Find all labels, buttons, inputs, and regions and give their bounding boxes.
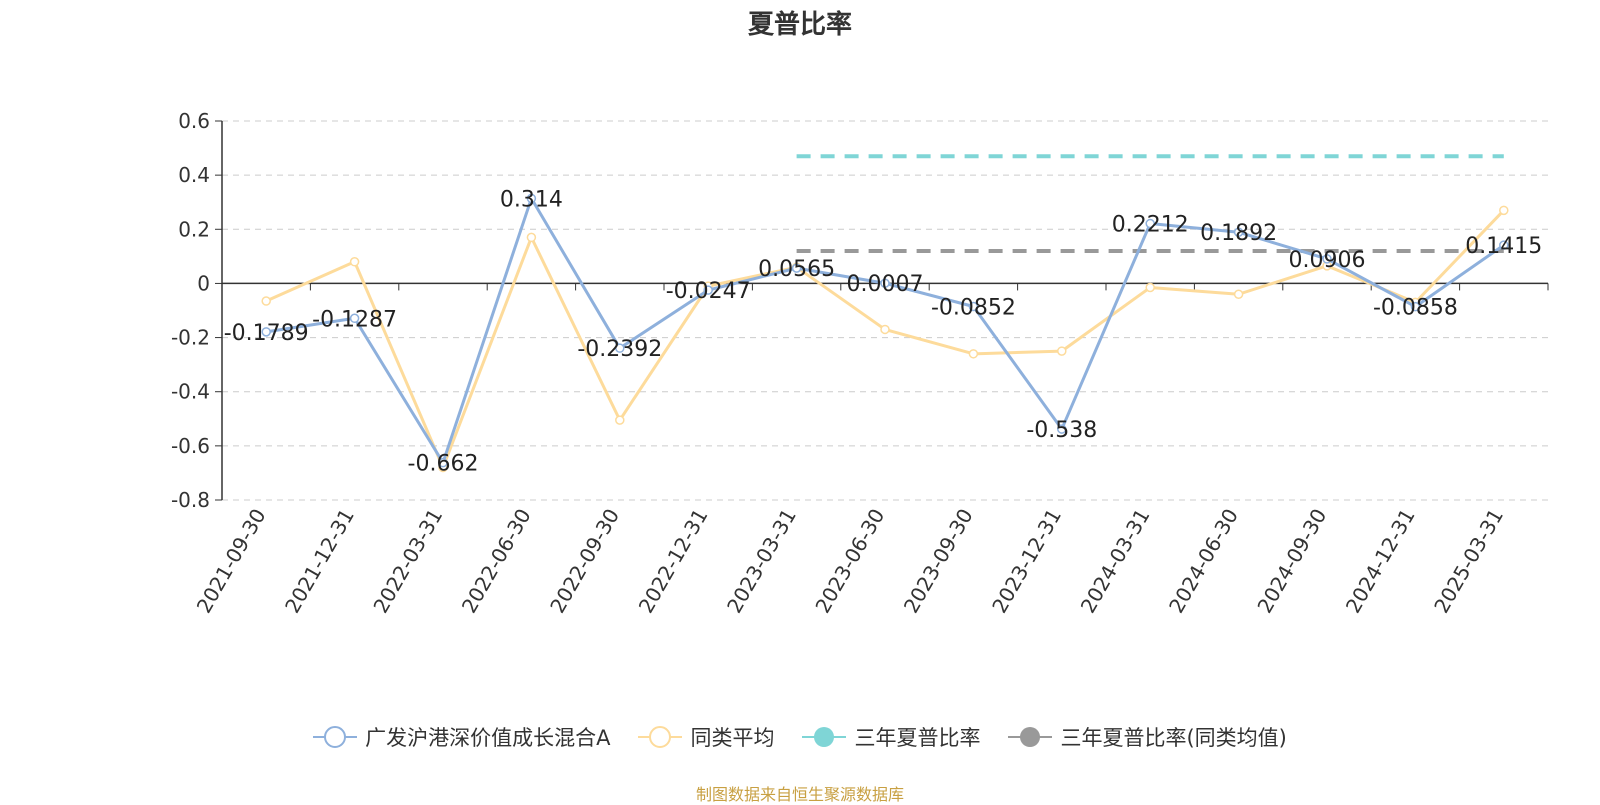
data-point <box>615 343 625 353</box>
y-tick-label: -0.2 <box>171 326 210 350</box>
legend-label-peer-average: 同类平均 <box>690 726 775 750</box>
data-source-note: 制图数据来自恒生聚源数据库 <box>695 785 904 804</box>
data-point <box>526 193 537 204</box>
data-label: -0.538 <box>1026 418 1097 443</box>
y-tick-label: 0.4 <box>178 163 210 187</box>
data-label: 0.2212 <box>1112 213 1189 238</box>
data-label: -0.0852 <box>931 295 1016 320</box>
data-point <box>349 313 360 324</box>
x-tick-label: 2022-09-30 <box>545 505 624 618</box>
grid-lines <box>222 120 1548 501</box>
data-labels: -0.1789-0.1287 -0.662 0.314 -0.2392 -0.0247 0… <box>224 187 1543 476</box>
x-tick-label: 2023-03-31 <box>722 505 801 618</box>
x-tick-label: 2024-09-30 <box>1252 505 1331 618</box>
data-label: 0.0906 <box>1289 248 1366 273</box>
legend-item-three-year-peer[interactable]: 三年夏普比率(同类均值) <box>1008 722 1287 752</box>
y-tick-label: -0.6 <box>171 434 210 458</box>
data-point <box>349 257 360 267</box>
data-point <box>1057 346 1067 356</box>
data-label: 0.1415 <box>1465 234 1542 259</box>
data-label: -0.0247 <box>666 279 751 304</box>
data-point <box>968 301 979 312</box>
chart-title: 夏普比率 <box>747 10 852 40</box>
data-point <box>791 263 802 273</box>
data-label: -0.1789 <box>224 321 309 346</box>
legend-label-fund: 广发沪港深价值成长混合A <box>365 726 611 750</box>
data-point <box>1145 282 1155 293</box>
data-label: 0.1892 <box>1200 221 1277 246</box>
data-point <box>1499 205 1509 216</box>
legend-filled-circle-icon <box>802 727 847 747</box>
legend-hollow-circle-icon <box>313 726 358 748</box>
data-point <box>880 324 890 335</box>
data-label: -0.0858 <box>1373 296 1458 321</box>
data-point <box>1499 240 1509 250</box>
data-point <box>1322 254 1332 264</box>
legend-item-three-year[interactable]: 三年夏普比率 <box>802 722 980 752</box>
legend: 广发沪港深价值成长混合A 同类平均 三年夏普比率 三年夏普比率(同类均值) <box>0 722 1600 752</box>
legend-hollow-circle-icon <box>638 726 683 748</box>
data-label: -0.2392 <box>577 337 662 362</box>
y-tick-label: 0 <box>197 271 210 295</box>
data-point <box>1233 289 1244 300</box>
x-tick-label: 2022-03-31 <box>368 505 447 618</box>
x-tick-label: 2024-12-31 <box>1341 505 1420 618</box>
data-point <box>1233 227 1244 237</box>
x-tick-label: 2023-09-30 <box>899 505 978 618</box>
y-tick-label: -0.4 <box>171 380 210 404</box>
legend-label-three-year: 三年夏普比率 <box>854 726 981 750</box>
data-point <box>438 457 448 468</box>
x-tick-label: 2022-06-30 <box>457 505 536 618</box>
legend-label-three-year-peer: 三年夏普比率(同类均值) <box>1060 726 1287 750</box>
x-tick-label: 2023-12-31 <box>987 505 1066 618</box>
data-point <box>1057 424 1067 434</box>
legend-filled-circle-icon <box>1008 727 1053 747</box>
x-tick-label: 2024-06-30 <box>1164 505 1243 618</box>
reference-lines <box>796 154 1504 253</box>
x-tick-label: 2023-06-30 <box>810 505 889 618</box>
y-tick-label: 0.2 <box>178 217 210 241</box>
data-point <box>1145 218 1155 229</box>
data-point <box>1410 301 1421 312</box>
data-point <box>615 415 625 425</box>
y-tick-label: 0.6 <box>178 109 210 133</box>
x-tick-label: 2021-12-31 <box>280 505 359 618</box>
legend-item-fund[interactable]: 广发沪港深价值成长混合A <box>313 722 610 752</box>
x-tick-label: 2021-09-30 <box>192 505 271 618</box>
data-point <box>526 232 537 243</box>
series-lines <box>261 193 1509 473</box>
x-tick-label: 2022-12-31 <box>634 505 713 618</box>
data-point <box>261 296 271 306</box>
legend-item-peer-average[interactable]: 同类平均 <box>638 722 774 752</box>
data-point <box>261 327 271 337</box>
data-point <box>880 278 890 288</box>
data-label: 0.314 <box>500 187 563 212</box>
data-label: -0.1287 <box>312 307 397 332</box>
x-tick-label: 2024-03-31 <box>1076 505 1155 618</box>
data-label: 0.0565 <box>758 257 835 282</box>
y-tick-label: -0.8 <box>171 488 210 512</box>
data-label: 0.0007 <box>847 272 924 297</box>
data-point <box>968 349 979 359</box>
data-label: -0.662 <box>408 452 479 477</box>
data-point <box>703 285 713 295</box>
x-tick-label: 2025-03-31 <box>1429 505 1508 618</box>
